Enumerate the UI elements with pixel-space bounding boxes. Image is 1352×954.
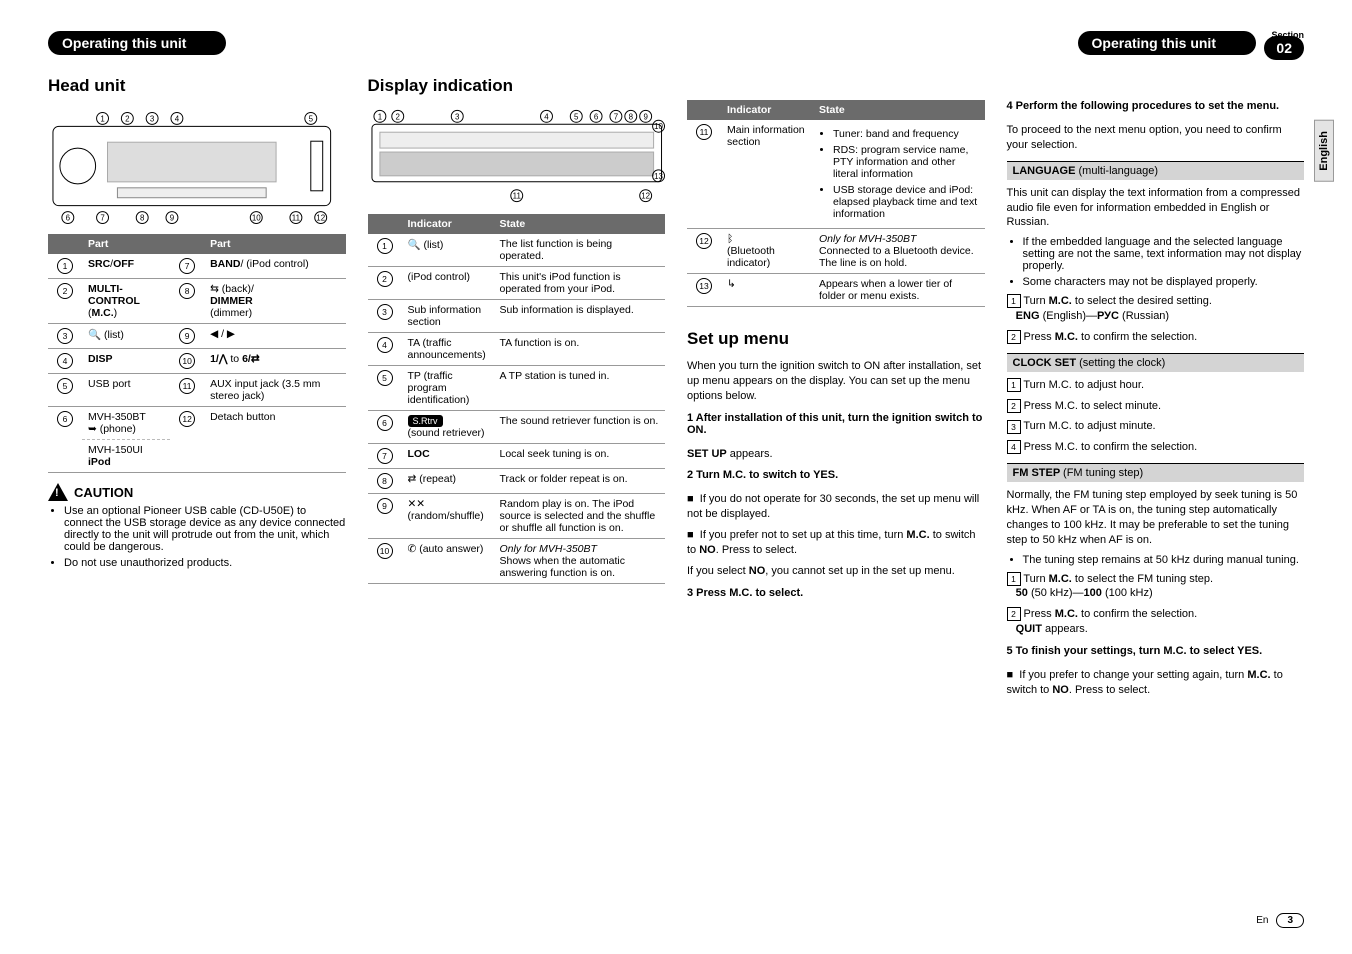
svg-text:8: 8 xyxy=(628,112,633,121)
step-2-note: If you do not operate for 30 seconds, th… xyxy=(687,493,979,520)
page-footer: En 3 xyxy=(1256,913,1304,928)
state-cell: A TP station is tuned in. xyxy=(494,366,666,411)
step-1: 1 After installation of this unit, turn … xyxy=(687,412,985,436)
top-bar: Operating this unit Operating this unit … xyxy=(48,30,1304,56)
column-head-unit: Head unit 1 2 3 4 5 6 7 xyxy=(48,68,346,704)
setup-intro: When you turn the ignition switch to ON … xyxy=(687,359,985,404)
footer-page-number: 3 xyxy=(1276,913,1304,928)
italic-note: Only for MVH-350BT xyxy=(500,543,597,555)
svg-text:6: 6 xyxy=(66,214,71,223)
svg-text:7: 7 xyxy=(100,214,104,223)
display-diagram: 1 2 3 4 5 6 7 8 9 10 11 12 13 xyxy=(368,106,666,206)
step-4-sub: To proceed to the next menu option, you … xyxy=(1007,123,1305,153)
fm-bullet: The tuning step remains at 50 kHz during… xyxy=(1023,554,1305,566)
svg-text:12: 12 xyxy=(316,214,325,223)
clockset-heading: CLOCK SET (setting the clock) xyxy=(1007,353,1305,372)
svg-text:3: 3 xyxy=(150,114,155,123)
fm-desc: Normally, the FM tuning step employed by… xyxy=(1007,488,1305,547)
indicator-cell: Sub information section xyxy=(402,300,494,333)
parts-head-left: Part xyxy=(82,234,170,254)
indicator-head: Indicator xyxy=(402,214,494,234)
svg-text:10: 10 xyxy=(252,214,261,223)
indicator-head: Indicator xyxy=(721,100,813,120)
state-cell: The sound retriever function is on. xyxy=(494,411,666,444)
svg-text:11: 11 xyxy=(292,214,301,223)
svg-text:8: 8 xyxy=(140,214,145,223)
svg-text:4: 4 xyxy=(544,112,549,121)
heading-tab-right: Operating this unit xyxy=(1078,31,1256,56)
svg-text:9: 9 xyxy=(170,214,175,223)
step-2: 2 Turn M.C. to switch to YES. xyxy=(687,469,985,481)
indicator-cell: TA (traffic announcements) xyxy=(402,333,494,366)
svg-text:13: 13 xyxy=(654,172,663,181)
state-cell: TA function is on. xyxy=(494,333,666,366)
state-cell: Track or folder repeat is on. xyxy=(494,469,666,494)
language-desc: This unit can display the text informati… xyxy=(1007,186,1305,231)
svg-text:1: 1 xyxy=(377,112,382,121)
indicator-table-1: Indicator State 1🔍 (list)The list functi… xyxy=(368,214,666,584)
svg-text:1: 1 xyxy=(100,114,105,123)
state-cell: Random play is on. The iPod source is se… xyxy=(494,494,666,539)
step-3: 3 Press M.C. to select. xyxy=(687,587,985,599)
state-cell: Appears when a lower tier of folder or m… xyxy=(813,274,985,307)
step-4: 4 Perform the following procedures to se… xyxy=(1007,100,1305,112)
language-side-tab: English xyxy=(1314,120,1334,182)
indicator-cell: TP (traffic program identification) xyxy=(402,366,494,411)
svg-text:7: 7 xyxy=(613,112,617,121)
parts-head-right: Part xyxy=(204,234,345,254)
setup-menu-title: Set up menu xyxy=(687,329,985,349)
italic-note: Only for MVH-350BT xyxy=(819,233,916,245)
clock-step: Turn M.C. to adjust minute. xyxy=(1023,420,1155,432)
svg-text:6: 6 xyxy=(593,112,598,121)
clock-step: Press M.C. to confirm the selection. xyxy=(1024,441,1198,453)
state-item: Tuner: band and frequency xyxy=(833,128,979,140)
state-cell: Connected to a Bluetooth device. The lin… xyxy=(819,245,974,269)
svg-text:3: 3 xyxy=(455,112,460,121)
svg-text:9: 9 xyxy=(643,112,648,121)
column-menu-procedures: 4 Perform the following procedures to se… xyxy=(1007,68,1305,704)
display-indication-title: Display indication xyxy=(368,76,666,96)
indicator-table-2: Indicator State 11 Main information sect… xyxy=(687,100,985,307)
state-item: USB storage device and iPod: elapsed pla… xyxy=(833,184,979,220)
indicator-cell: Main information section xyxy=(721,120,813,229)
head-unit-title: Head unit xyxy=(48,76,346,96)
state-head: State xyxy=(494,214,666,234)
clock-step: Turn M.C. to adjust hour. xyxy=(1023,379,1144,391)
srtrv-pill: S.Rtrv xyxy=(408,415,443,427)
state-cell: Local seek tuning is on. xyxy=(494,444,666,469)
section-number: 02 xyxy=(1264,36,1304,60)
parts-table: Part Part 1 SRC/OFF 7 BAND/ (iPod contro… xyxy=(48,234,346,473)
svg-text:2: 2 xyxy=(395,112,399,121)
svg-text:10: 10 xyxy=(654,122,663,131)
head-unit-diagram: 1 2 3 4 5 6 7 8 9 10 11 12 xyxy=(48,106,346,226)
svg-text:11: 11 xyxy=(512,192,521,201)
state-item: RDS: program service name, PTY informati… xyxy=(833,144,979,180)
clock-step: Press M.C. to select minute. xyxy=(1024,400,1162,412)
column-indicator-continued: Indicator State 11 Main information sect… xyxy=(687,68,985,704)
svg-text:12: 12 xyxy=(641,192,650,201)
heading-tab-left: Operating this unit xyxy=(48,31,226,56)
svg-text:5: 5 xyxy=(309,114,314,123)
step-5: 5 To finish your settings, turn M.C. to … xyxy=(1007,645,1305,657)
state-head: State xyxy=(813,100,985,120)
warning-icon xyxy=(48,483,68,501)
state-cell: Sub information is displayed. xyxy=(494,300,666,333)
caution-heading: CAUTION xyxy=(48,483,346,501)
state-cell: The list function is being operated. xyxy=(494,234,666,267)
language-heading: LANGUAGE (multi-language) xyxy=(1007,161,1305,180)
language-bullet: If the embedded language and the selecte… xyxy=(1023,236,1305,272)
column-display-indication: Display indication 1 2 3 4 5 6 7 8 xyxy=(368,68,666,704)
caution-label: CAUTION xyxy=(74,485,133,500)
language-bullet: Some characters may not be displayed pro… xyxy=(1023,276,1305,288)
footer-lang: En xyxy=(1256,915,1268,926)
svg-text:5: 5 xyxy=(574,112,579,121)
caution-item: Use an optional Pioneer USB cable (CD-U5… xyxy=(64,505,346,553)
state-cell: This unit's iPod function is operated fr… xyxy=(494,267,666,300)
fmstep-heading: FM STEP (FM tuning step) xyxy=(1007,463,1305,482)
caution-item: Do not use unauthorized products. xyxy=(64,557,346,569)
svg-text:2: 2 xyxy=(125,114,129,123)
svg-text:4: 4 xyxy=(175,114,180,123)
